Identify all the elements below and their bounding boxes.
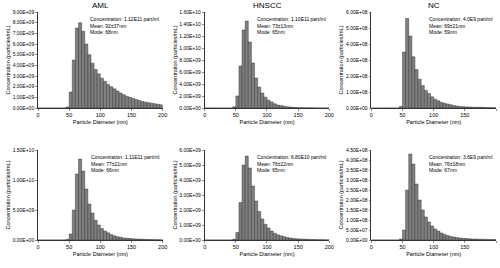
svg-text:9.00E+09: 9.00E+09 <box>13 9 35 15</box>
svg-text:Concentration (particles/mL): Concentration (particles/mL) <box>5 160 11 229</box>
svg-text:0.00E+00: 0.00E+00 <box>346 237 368 243</box>
svg-text:Concentration: 4.0E9 part/mlMe: Concentration: 4.0E9 part/mlMean: 69±21n… <box>429 16 493 35</box>
svg-text:8.00E+09: 8.00E+09 <box>179 57 201 63</box>
svg-text:1.00E+09: 1.00E+09 <box>179 222 201 228</box>
svg-text:50: 50 <box>233 244 239 250</box>
svg-text:0: 0 <box>36 244 39 250</box>
svg-text:Particle Diameter (nm): Particle Diameter (nm) <box>406 119 461 125</box>
svg-text:2.00E+08: 2.00E+08 <box>346 73 368 79</box>
svg-text:150: 150 <box>127 112 136 118</box>
svg-text:Particle Diameter (nm): Particle Diameter (nm) <box>73 251 128 257</box>
svg-text:50: 50 <box>399 244 405 250</box>
svg-text:100: 100 <box>262 244 271 250</box>
svg-text:4.00E+09: 4.00E+09 <box>179 81 201 87</box>
svg-text:2.00E+09: 2.00E+09 <box>179 93 201 99</box>
svg-text:1.60E+10: 1.60E+10 <box>179 9 201 15</box>
svg-text:4.50E+08: 4.50E+08 <box>346 147 368 153</box>
svg-text:6.00E+09: 6.00E+09 <box>13 41 35 47</box>
svg-text:Particle Diameter (nm): Particle Diameter (nm) <box>73 119 128 125</box>
svg-text:1.00E+08: 1.00E+08 <box>346 217 368 223</box>
svg-text:Particle Diameter (nm): Particle Diameter (nm) <box>239 251 294 257</box>
svg-text:1.00E+10: 1.00E+10 <box>179 45 201 51</box>
svg-text:Concentration: 1.10E11 part/ml: Concentration: 1.10E11 part/mlMean: 73±1… <box>257 16 326 35</box>
svg-text:5.00E+09: 5.00E+09 <box>179 162 201 168</box>
svg-text:200: 200 <box>325 112 334 118</box>
svg-text:Concentration (particles/mL): Concentration (particles/mL) <box>338 160 344 229</box>
svg-text:50: 50 <box>66 112 72 118</box>
svg-text:0.00E+00: 0.00E+00 <box>179 105 201 111</box>
svg-text:50: 50 <box>399 112 405 118</box>
svg-text:100: 100 <box>96 112 105 118</box>
svg-text:200: 200 <box>325 244 334 250</box>
svg-text:1.50E+10: 1.50E+10 <box>13 147 35 153</box>
svg-text:3.00E+08: 3.00E+08 <box>346 57 368 63</box>
svg-text:1.50E+08: 1.50E+08 <box>346 207 368 213</box>
svg-text:0: 0 <box>203 112 206 118</box>
svg-text:5.00E+09: 5.00E+09 <box>13 51 35 57</box>
svg-text:100: 100 <box>96 244 105 250</box>
svg-text:5.00E+07: 5.00E+07 <box>346 227 368 233</box>
svg-text:NC: NC <box>428 1 440 10</box>
svg-text:0: 0 <box>203 244 206 250</box>
svg-text:3.00E+09: 3.00E+09 <box>13 73 35 79</box>
svg-text:50: 50 <box>66 244 72 250</box>
svg-text:200: 200 <box>158 112 167 118</box>
svg-text:Concentration: 1.11E11 part/ml: Concentration: 1.11E11 part/mlMean: 77±2… <box>91 154 159 173</box>
svg-text:150: 150 <box>294 112 303 118</box>
svg-text:Concentration: 3.6E9 part/mlMe: Concentration: 3.6E9 part/mlMean: 76±18n… <box>429 154 493 173</box>
svg-text:2.00E+09: 2.00E+09 <box>13 83 35 89</box>
svg-text:Concentration (particles/mL): Concentration (particles/mL) <box>172 160 178 229</box>
svg-text:1.00E+10: 1.00E+10 <box>13 177 35 183</box>
svg-text:HNSCC: HNSCC <box>253 1 282 10</box>
svg-text:50: 50 <box>233 112 239 118</box>
svg-text:0.00E+00: 0.00E+00 <box>346 105 368 111</box>
svg-text:6.00E+09: 6.00E+09 <box>179 69 201 75</box>
svg-text:Particle Diameter (nm): Particle Diameter (nm) <box>239 119 294 125</box>
svg-text:Concentration (particles/mL): Concentration (particles/mL) <box>5 25 11 94</box>
svg-text:6.00E+09: 6.00E+09 <box>179 147 201 153</box>
svg-text:Concentration (particles/mL): Concentration (particles/mL) <box>172 25 178 94</box>
svg-text:100: 100 <box>429 112 438 118</box>
svg-text:AML: AML <box>92 1 109 10</box>
svg-text:3.50E+08: 3.50E+08 <box>346 167 368 173</box>
svg-text:100: 100 <box>262 112 271 118</box>
svg-text:0: 0 <box>370 244 373 250</box>
svg-text:0.00E+00: 0.00E+00 <box>13 105 35 111</box>
svg-text:0: 0 <box>370 112 373 118</box>
svg-text:0: 0 <box>36 112 39 118</box>
svg-text:Concentration (particles/mL): Concentration (particles/mL) <box>338 25 344 94</box>
svg-text:1.20E+10: 1.20E+10 <box>179 33 201 39</box>
svg-text:1.00E+09: 1.00E+09 <box>13 94 35 100</box>
svg-text:4.00E+09: 4.00E+09 <box>179 177 201 183</box>
svg-text:5.00E+08: 5.00E+08 <box>346 25 368 31</box>
svg-text:1.00E+08: 1.00E+08 <box>346 89 368 95</box>
svg-text:6.00E+08: 6.00E+08 <box>346 9 368 15</box>
svg-text:7.00E+09: 7.00E+09 <box>13 30 35 36</box>
svg-text:150: 150 <box>294 244 303 250</box>
svg-text:100: 100 <box>429 244 438 250</box>
svg-text:0.00E+00: 0.00E+00 <box>13 237 35 243</box>
svg-text:0.00E+00: 0.00E+00 <box>179 237 201 243</box>
svg-text:2.50E+08: 2.50E+08 <box>346 187 368 193</box>
svg-text:3.00E+09: 3.00E+09 <box>179 192 201 198</box>
svg-text:3.00E+08: 3.00E+08 <box>346 177 368 183</box>
svg-text:Concentration: 6.80E10 part/ml: Concentration: 6.80E10 part/mlMean: 76±2… <box>257 154 326 173</box>
svg-text:5.00E+09: 5.00E+09 <box>13 207 35 213</box>
svg-text:8.00E+09: 8.00E+09 <box>13 19 35 25</box>
svg-text:150: 150 <box>460 244 469 250</box>
svg-text:2.00E+08: 2.00E+08 <box>346 197 368 203</box>
svg-text:150: 150 <box>460 112 469 118</box>
svg-text:4.00E+08: 4.00E+08 <box>346 157 368 163</box>
svg-text:150: 150 <box>127 244 136 250</box>
svg-text:Concentration: 1.12E11 part/ml: Concentration: 1.12E11 part/mlMean: 92±3… <box>90 16 159 35</box>
svg-text:4.00E+09: 4.00E+09 <box>13 62 35 68</box>
svg-text:Particle Diameter (nm): Particle Diameter (nm) <box>406 251 461 257</box>
svg-text:1.40E+10: 1.40E+10 <box>179 21 201 27</box>
svg-text:4.00E+08: 4.00E+08 <box>346 41 368 47</box>
svg-text:2.00E+09: 2.00E+09 <box>179 207 201 213</box>
svg-text:200: 200 <box>158 244 167 250</box>
